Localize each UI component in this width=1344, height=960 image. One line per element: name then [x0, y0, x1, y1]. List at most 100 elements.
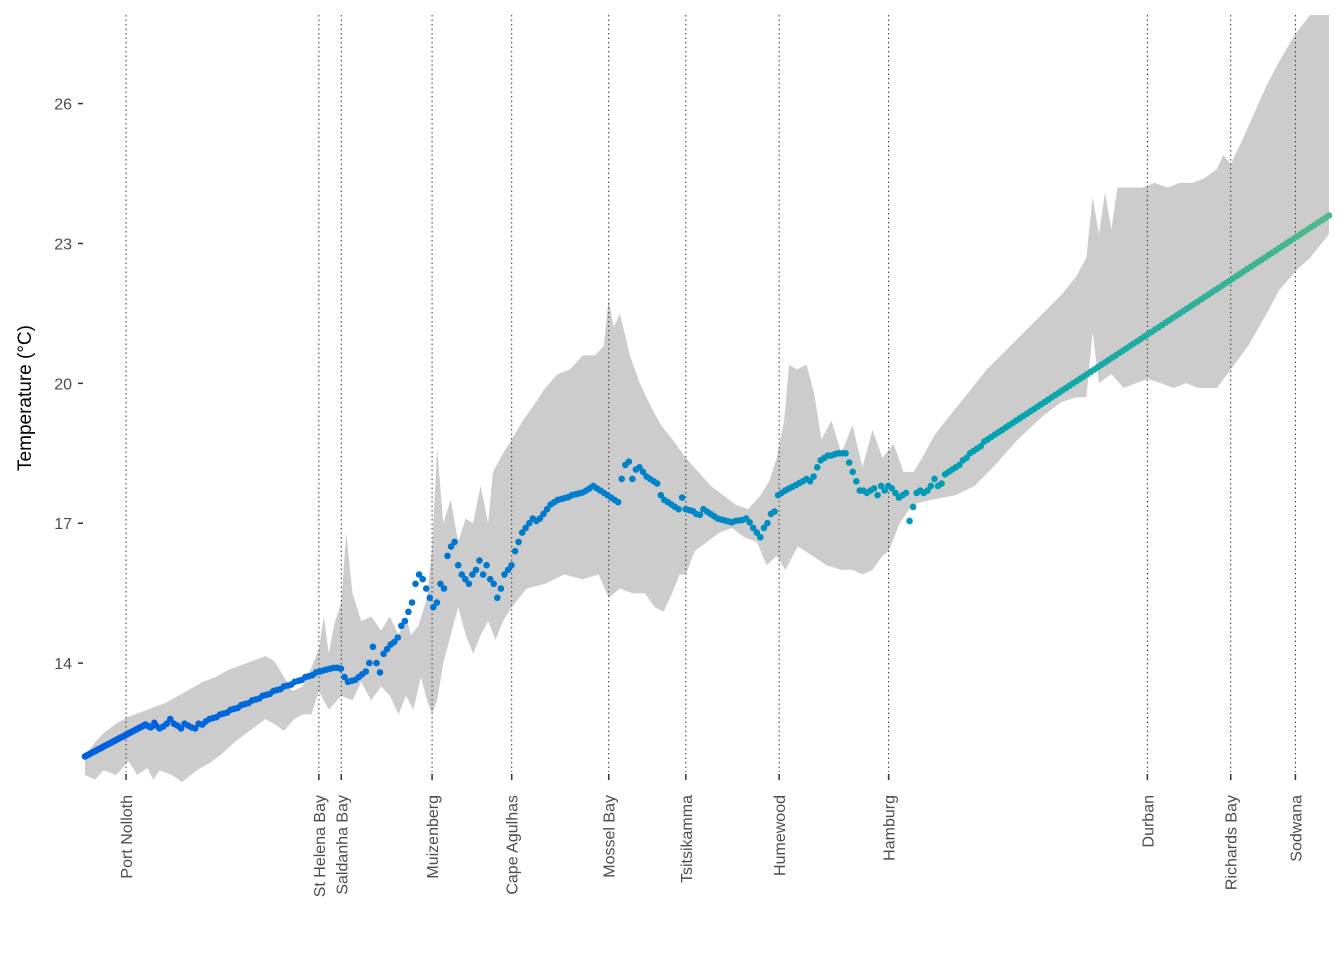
data-point	[390, 638, 398, 646]
data-point	[177, 725, 185, 732]
data-point	[412, 580, 419, 588]
data-point	[870, 485, 878, 492]
x-tick-label: Muizenberg	[425, 795, 442, 879]
data-point	[401, 617, 409, 625]
data-point	[383, 645, 391, 653]
data-point	[853, 478, 860, 485]
data-point	[373, 659, 380, 667]
data-point	[543, 505, 551, 513]
x-axis: Port Nolloth St Helena Bay Saldanha Bay Mui…	[119, 774, 1305, 897]
data-point	[675, 505, 682, 513]
data-point	[415, 571, 423, 578]
data-point	[422, 585, 430, 592]
data-point	[451, 538, 458, 546]
data-point	[639, 468, 647, 476]
data-point	[810, 473, 817, 480]
x-tick-label: St Helena Bay	[312, 795, 329, 897]
data-point	[419, 575, 427, 583]
x-tick-label: Port Nolloth	[119, 795, 136, 879]
data-point	[430, 603, 437, 611]
x-tick-label: Cape Agulhas	[505, 795, 522, 895]
y-tick-label: 26	[54, 97, 72, 114]
data-point	[771, 508, 778, 515]
x-tick-label: Richards Bay	[1224, 795, 1241, 890]
data-point	[490, 580, 498, 588]
data-point	[749, 524, 757, 532]
data-point	[877, 482, 885, 490]
data-point	[618, 475, 625, 483]
data-point	[369, 643, 377, 651]
data-point	[469, 571, 476, 578]
x-tick-label: Hamburg	[882, 795, 899, 861]
data-point	[629, 475, 636, 483]
data-point	[536, 515, 544, 522]
x-tick-label: Humewood	[772, 795, 789, 876]
data-point	[462, 575, 469, 583]
data-point	[757, 533, 764, 541]
data-point	[746, 519, 753, 526]
data-point	[813, 464, 821, 471]
range-band-layer	[85, 15, 1329, 782]
data-point	[526, 519, 533, 527]
data-point	[147, 724, 155, 731]
data-point	[892, 489, 899, 497]
data-point	[167, 715, 174, 723]
data-point	[504, 566, 512, 574]
data-point	[454, 561, 462, 569]
data-point	[362, 668, 370, 675]
data-point	[341, 673, 348, 681]
data-point	[518, 529, 526, 536]
temperature-range-band	[85, 15, 1329, 782]
y-tick-label: 14	[54, 656, 72, 673]
x-tick-label: Mossel Bay	[602, 795, 619, 878]
data-point	[501, 571, 508, 578]
data-point	[486, 575, 494, 583]
x-tick-label: Saldanha Bay	[334, 795, 351, 895]
data-point	[483, 561, 490, 569]
data-point	[614, 498, 622, 506]
data-point	[881, 487, 888, 494]
data-point	[636, 464, 643, 471]
x-tick-label: Durban	[1140, 795, 1157, 847]
data-point	[494, 594, 501, 602]
x-tick-label: Sodwana	[1288, 795, 1305, 862]
data-point	[849, 468, 856, 476]
data-point	[963, 454, 970, 462]
data-point	[1325, 212, 1333, 219]
data-point	[479, 571, 487, 578]
data-point	[440, 585, 448, 592]
y-tick-label: 17	[54, 516, 72, 533]
data-point	[376, 669, 384, 676]
data-point	[956, 461, 963, 469]
data-point	[408, 599, 416, 606]
data-point	[497, 585, 505, 592]
data-point	[522, 524, 529, 532]
data-point	[437, 580, 444, 588]
data-point	[874, 491, 881, 499]
data-point	[465, 580, 473, 588]
data-point	[924, 487, 931, 494]
data-point	[366, 659, 373, 667]
data-point	[842, 450, 849, 457]
data-point	[508, 561, 515, 569]
data-point	[398, 622, 405, 630]
data-point	[760, 524, 768, 532]
data-point	[938, 480, 945, 487]
data-point	[888, 485, 896, 492]
data-point	[540, 510, 547, 518]
data-point	[845, 459, 853, 466]
data-point	[380, 650, 387, 658]
data-point	[426, 594, 434, 602]
data-point	[625, 458, 633, 466]
data-point	[657, 491, 665, 499]
data-point	[753, 529, 761, 536]
data-point	[806, 478, 814, 485]
data-point	[906, 517, 913, 525]
data-point	[909, 503, 917, 511]
x-tick-label: Tsitsikamma	[679, 795, 696, 883]
y-tick-label: 23	[54, 236, 72, 253]
data-point	[163, 720, 170, 727]
data-point	[653, 480, 661, 487]
y-tick-label: 20	[54, 376, 72, 393]
data-point	[764, 519, 771, 527]
